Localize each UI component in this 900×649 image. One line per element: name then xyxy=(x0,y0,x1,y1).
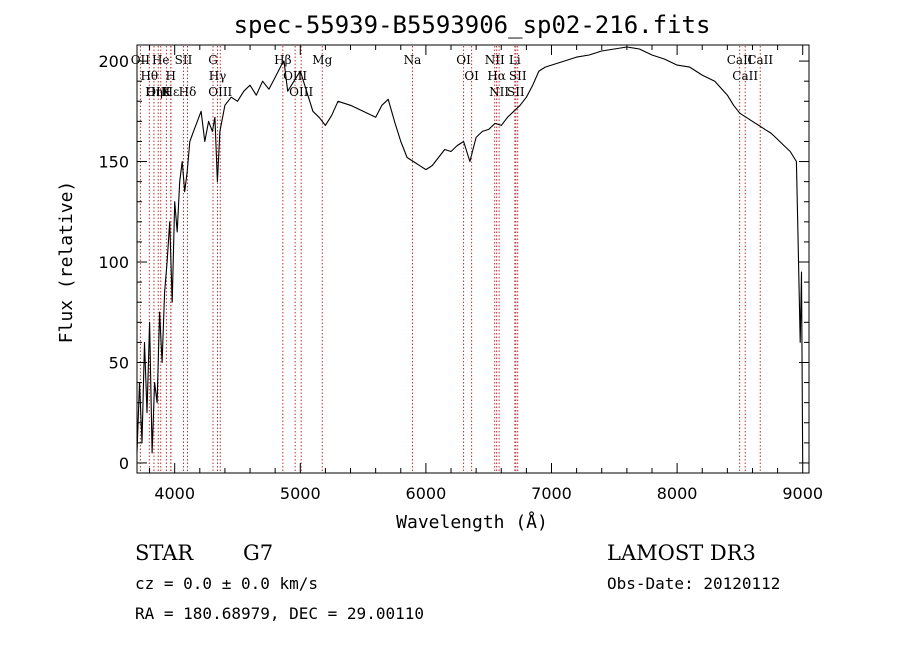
spectral-line-label: OIII xyxy=(289,85,313,99)
spectral-line-label: OII xyxy=(131,53,151,67)
object-class: STAR xyxy=(135,541,194,565)
spectral-line-label: Na xyxy=(404,53,422,67)
spectral-line-label: Hθ xyxy=(140,69,158,83)
x-tick-label: 7000 xyxy=(531,484,572,503)
spectral-line-label: OIII xyxy=(146,85,170,99)
redshift-info: cz = 0.0 ± 0.0 km/s xyxy=(135,574,318,593)
spectral-line-label: OI xyxy=(464,69,479,83)
spectral-line-label: Hβ xyxy=(274,53,291,67)
x-axis: 4000 5000 6000 7000 8000 9000 xyxy=(149,45,823,503)
object-subclass: G7 xyxy=(243,541,273,565)
plot-frame xyxy=(136,44,810,474)
spectral-line-label: K xyxy=(162,85,172,99)
y-tick-label: 50 xyxy=(109,353,129,372)
x-tick-label: 4000 xyxy=(154,484,195,503)
y-tick-label: 0 xyxy=(119,454,129,473)
observation-date: Obs-Date: 20120112 xyxy=(607,574,780,593)
y-tick-label: 200 xyxy=(98,52,129,71)
spectral-line-label: Hα xyxy=(487,69,506,83)
spectral-line-label: Li xyxy=(509,53,521,67)
spectral-line-label: NII xyxy=(489,85,509,99)
spectral-line-label: SII xyxy=(507,85,525,99)
flux-line-0 xyxy=(136,46,804,464)
spectral-line-label: G xyxy=(208,53,218,67)
x-tick-label: 5000 xyxy=(280,484,321,503)
spectral-line-label: OIII xyxy=(283,69,307,83)
x-axis-label: Wavelength (Å) xyxy=(396,511,548,533)
spectral-line-label: SII xyxy=(175,53,193,67)
spectral-line-label: H xyxy=(166,69,176,83)
coordinates: RA = 180.68979, DEC = 29.00110 xyxy=(135,604,424,623)
spectral-line-label: Hγ xyxy=(209,69,227,83)
y-tick-label: 100 xyxy=(98,253,129,272)
spectral-line-label: OI xyxy=(456,53,471,67)
spectral-line-label: CaII xyxy=(727,53,753,67)
spectral-line-label: CaII xyxy=(732,69,758,83)
spectral-line-label: Mg xyxy=(312,53,332,67)
spectral-line-label: Hδ xyxy=(179,85,197,99)
y-axis: 0 50 100 150 200 xyxy=(98,52,809,473)
spectral-line-label: CaII xyxy=(747,53,773,67)
y-axis-label: Flux (relative) xyxy=(56,181,77,344)
spectral-line-label: Hη xyxy=(145,85,163,99)
flux-series xyxy=(136,46,804,464)
spectral-line-label: Hε xyxy=(163,85,180,99)
x-tick-label: 8000 xyxy=(657,484,698,503)
spectral-line-markers xyxy=(139,46,761,472)
x-tick-label: 6000 xyxy=(406,484,447,503)
x-tick-label: 9000 xyxy=(782,484,823,503)
survey-name: LAMOST DR3 xyxy=(607,541,756,565)
spectral-line-label: NII xyxy=(485,53,505,67)
y-tick-label: 150 xyxy=(98,153,129,172)
chart-title: spec-55939-B5593906_sp02-216.fits xyxy=(234,11,711,39)
spectral-line-label: SII xyxy=(509,69,527,83)
spectral-line-label: He xyxy=(152,53,170,67)
spectral-line-labels: OIIHθHηOIIIHeKHHεSIIHδGHγOIIIHβOIIIOIIIM… xyxy=(131,53,774,99)
spectral-line-label: OIII xyxy=(208,85,232,99)
